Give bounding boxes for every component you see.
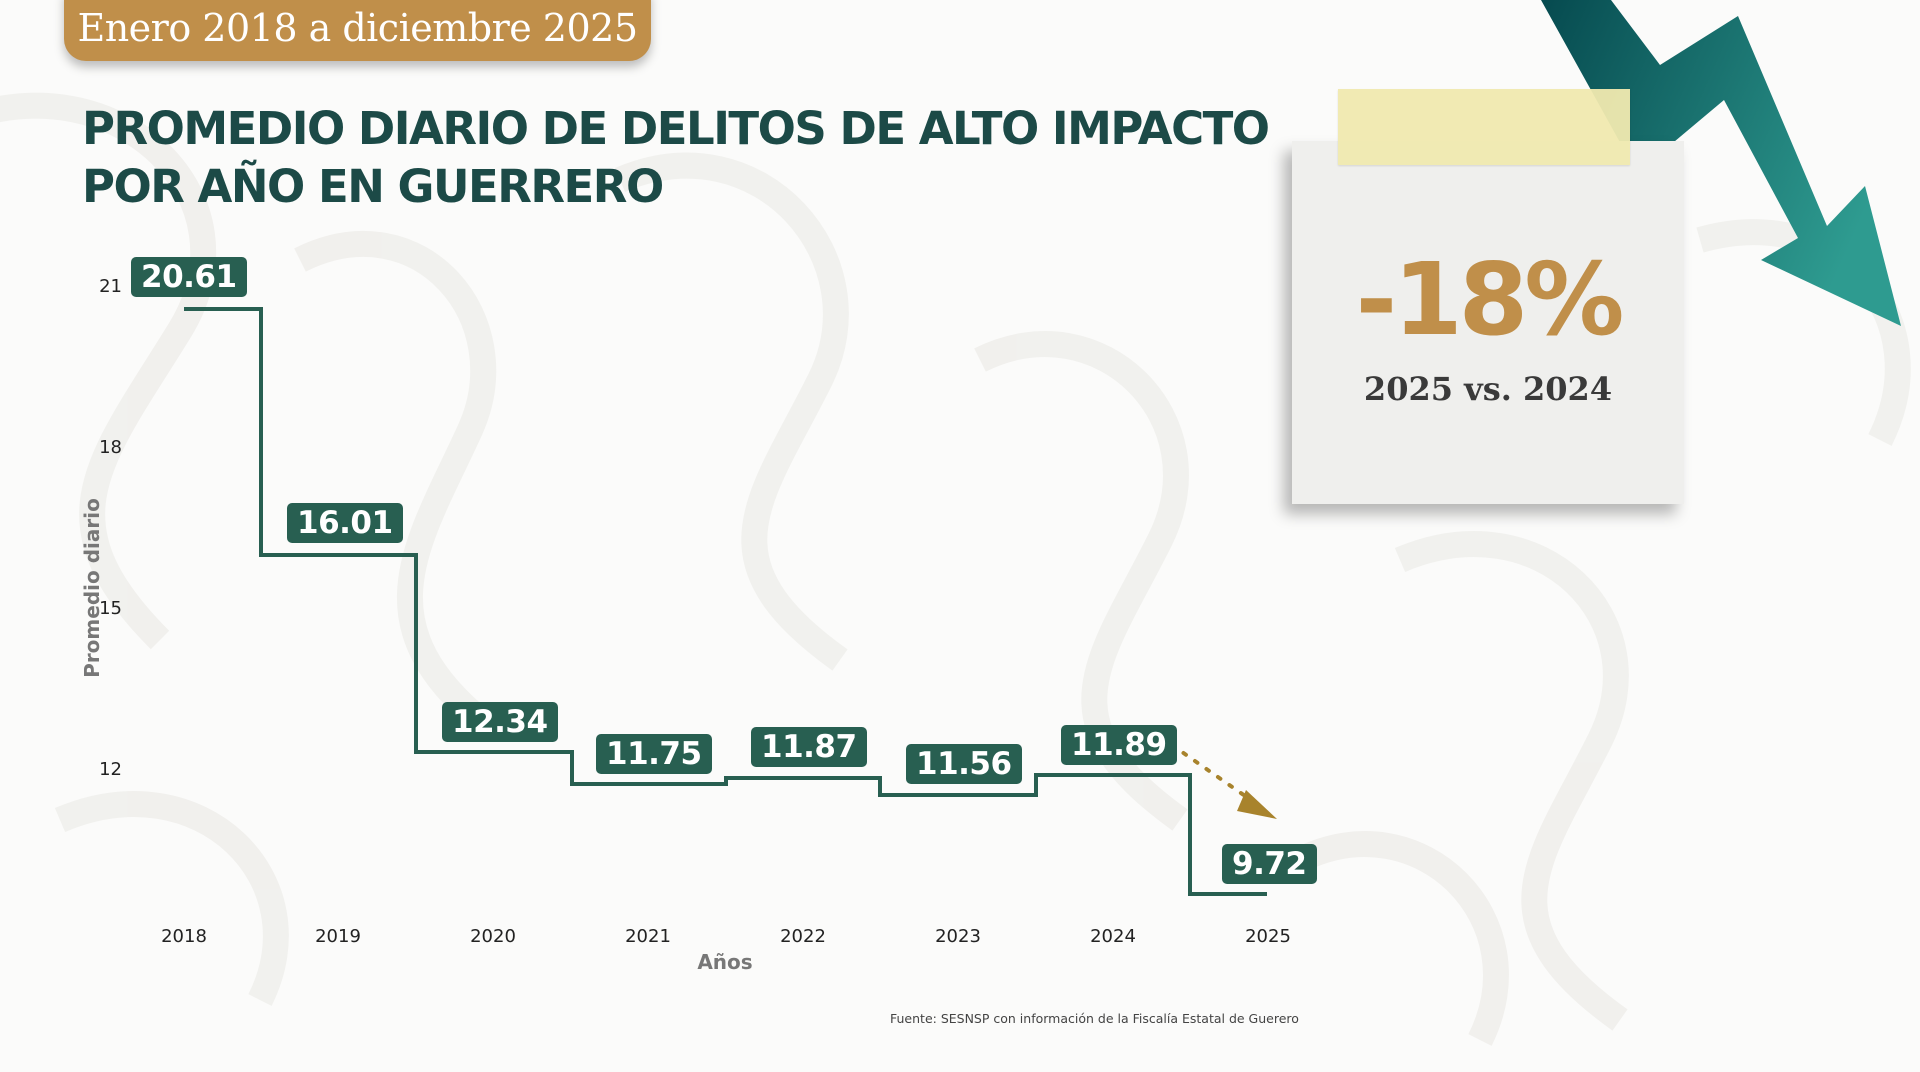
x-tick-2024: 2024 <box>1090 926 1136 947</box>
value-label-2018: 20.61 <box>131 257 247 297</box>
period-badge: Enero 2018 a diciembre 2025 <box>64 0 651 61</box>
highlight-note-card <box>1292 141 1684 504</box>
page-title: PROMEDIO DIARIO DE DELITOS DE ALTO IMPAC… <box>82 100 1282 216</box>
value-label-2020: 12.34 <box>442 702 558 742</box>
x-tick-2020: 2020 <box>470 926 516 947</box>
title-line-2: POR AÑO EN GUERRERO <box>82 160 664 213</box>
trend-arrow-dotted <box>1170 743 1277 819</box>
x-tick-2022: 2022 <box>780 926 826 947</box>
title-line-1: PROMEDIO DIARIO DE DELITOS DE ALTO IMPAC… <box>82 102 1270 155</box>
comparison-label: 2025 vs. 2024 <box>1363 370 1613 408</box>
period-label: Enero 2018 a diciembre 2025 <box>77 6 638 50</box>
step-series-line <box>184 307 1267 896</box>
x-tick-2018: 2018 <box>161 926 207 947</box>
change-percentage: -18% <box>1355 241 1625 358</box>
x-tick-2025: 2025 <box>1245 926 1291 947</box>
value-label-2023: 11.56 <box>906 744 1022 784</box>
value-label-2019: 16.01 <box>287 503 403 543</box>
x-tick-2021: 2021 <box>625 926 671 947</box>
y-tick-18: 18 <box>99 437 122 458</box>
y-tick-12: 12 <box>99 759 122 780</box>
x-axis-label: Años <box>697 950 753 974</box>
value-label-2024: 11.89 <box>1061 725 1177 765</box>
x-tick-2019: 2019 <box>315 926 361 947</box>
value-label-2025: 9.72 <box>1222 844 1317 884</box>
source-note: Fuente: SESNSP con información de la Fis… <box>890 1011 1299 1026</box>
y-tick-21: 21 <box>99 276 122 297</box>
value-label-2021: 11.75 <box>596 734 712 774</box>
x-tick-2023: 2023 <box>935 926 981 947</box>
y-tick-15: 15 <box>99 598 122 619</box>
value-label-2022: 11.87 <box>751 727 867 767</box>
tape-strip <box>1338 89 1630 165</box>
